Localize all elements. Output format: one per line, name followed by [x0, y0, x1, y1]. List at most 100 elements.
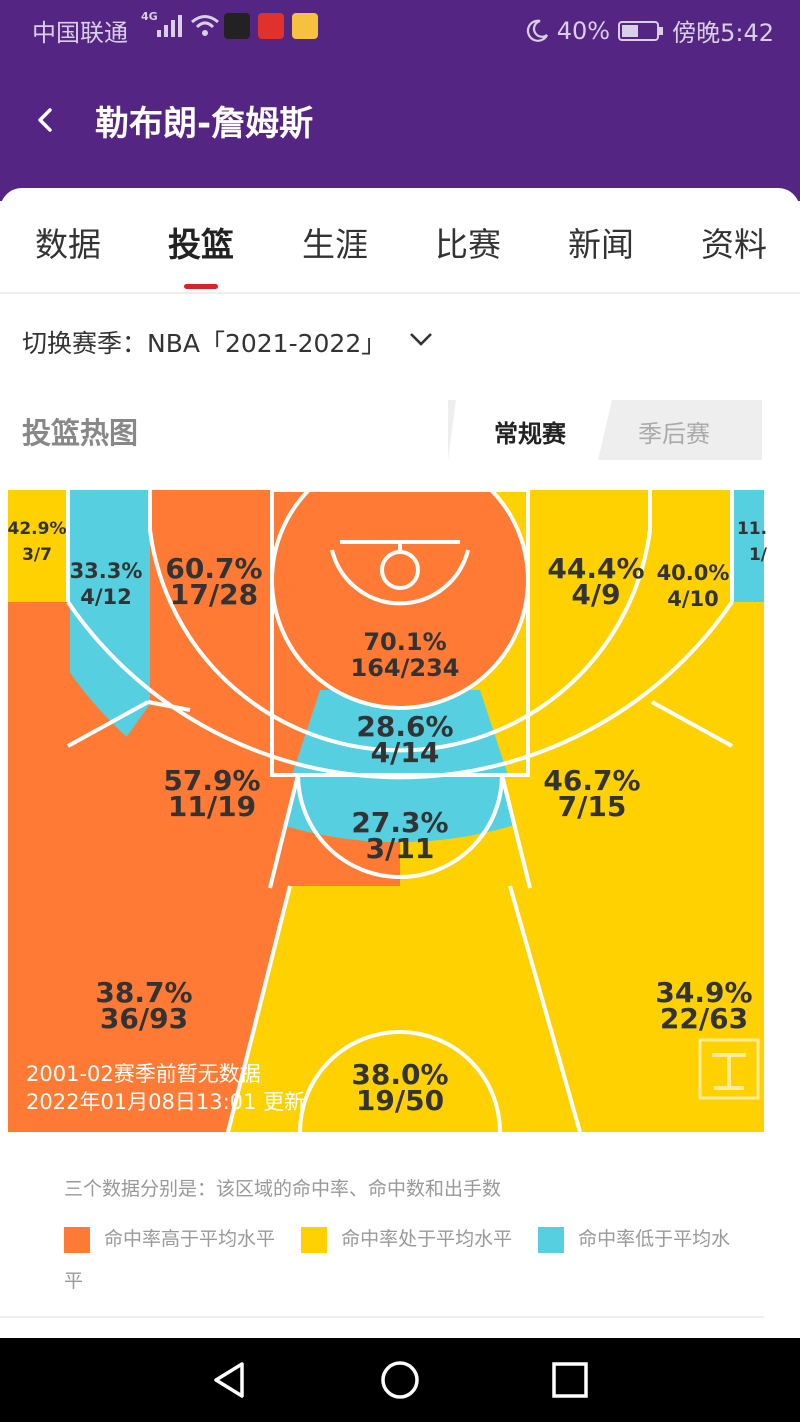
label-left-three-pct: 38.7% [95, 976, 192, 1009]
label-right-elbow-pct: 46.7% [543, 764, 640, 797]
content-sheet: 数据 投篮 生涯 比赛 新闻 资料 切换赛季：NBA「2021-2022」 投篮… [0, 188, 800, 1338]
three-point-arc [66, 600, 734, 780]
notification-app-icon-3 [292, 13, 318, 39]
note-line-1: 2001-02赛季前暂无数据 [26, 1062, 261, 1086]
chevron-down-icon[interactable] [408, 330, 434, 348]
legend-item-above: 命中率高于平均水平 [64, 1226, 276, 1253]
tab-profile[interactable]: 资料 [701, 225, 767, 264]
tab-shooting[interactable]: 投篮 [168, 225, 234, 264]
label-left-wing-pct: 33.3% [70, 559, 143, 583]
battery-icon [618, 20, 664, 41]
label-left-corner-pct: 42.9% [8, 519, 67, 539]
divider [0, 1316, 764, 1318]
legend-label-average: 命中率处于平均水平 [341, 1228, 513, 1250]
label-restricted-att: 164/234 [351, 654, 460, 682]
label-left-corner-att: 3/7 [22, 545, 52, 565]
label-right-mid-top-att: 4/9 [571, 578, 620, 611]
label-right-three-att: 22/63 [660, 1002, 748, 1035]
label-right-elbow-att: 7/15 [558, 790, 627, 823]
restricted-circle [270, 490, 530, 710]
hoop-rim [380, 550, 420, 590]
nav-recents-icon[interactable] [550, 1360, 590, 1400]
label-left-wing-att: 4/12 [80, 585, 132, 609]
note-line-2: 2022年01月08日13:01 更新 [26, 1090, 306, 1114]
tab-bar: 数据 投篮 生涯 比赛 新闻 资料 [0, 188, 800, 294]
tab-news[interactable]: 新闻 [568, 225, 634, 264]
watermark-logo [698, 1038, 760, 1100]
data-note: 2001-02赛季前暂无数据 2022年01月08日13:01 更新 [26, 1060, 305, 1116]
legend-label-above: 命中率高于平均水平 [104, 1228, 276, 1250]
label-restricted-pct: 70.1% [363, 628, 446, 656]
zone-divider [147, 700, 191, 712]
label-left-mid-top-pct: 60.7% [165, 552, 262, 585]
segment-playoffs[interactable]: 季后赛 [638, 420, 710, 448]
label-top-three-pct: 38.0% [351, 1058, 448, 1091]
legend-item-average: 命中率处于平均水平 [301, 1226, 513, 1253]
carrier-label: 中国联通 [32, 19, 128, 47]
legend-swatch-below [538, 1226, 565, 1253]
season-type-toggle: 常规赛 季后赛 [448, 400, 762, 460]
label-left-elbow-att: 11/19 [168, 790, 256, 823]
zone-divider [268, 774, 300, 889]
tab-games[interactable]: 比赛 [435, 225, 501, 264]
segment-regular[interactable]: 常规赛 [494, 420, 566, 448]
legend-swatch-above [64, 1226, 90, 1253]
legend-items: 命中率高于平均水平 命中率处于平均水平 命中率低于平均水平 [64, 1218, 744, 1302]
label-top-mid-pct: 27.3% [351, 806, 448, 839]
zone-right-corner-three [734, 490, 764, 602]
zone-top-mid [260, 772, 540, 843]
legend-description: 三个数据分别是：该区域的命中率、命中数和出手数 [64, 1178, 502, 1200]
zone-divider [226, 885, 292, 1132]
top-key-arc [298, 1030, 502, 1132]
label-paint-pct: 28.6% [356, 710, 453, 743]
label-right-wing-att: 4/10 [667, 587, 719, 611]
zone-divider [500, 774, 532, 889]
free-throw-lane [270, 490, 530, 777]
season-selector[interactable]: 切换赛季：NBA「2021-2022」 [22, 329, 387, 358]
zone-restricted [272, 490, 528, 708]
label-left-mid-top-att: 17/28 [170, 578, 258, 611]
status-bar: 中国联通 4G 40% 傍晚5:42 [0, 0, 800, 56]
moon-icon [526, 19, 548, 42]
zone-paint [292, 690, 508, 775]
network-type: 4G [141, 10, 158, 23]
label-right-corner-pct: 11. [737, 519, 767, 539]
zone-left-corner-three [8, 490, 68, 602]
label-paint-att: 4/14 [371, 736, 440, 769]
notification-app-icon-2 [258, 13, 284, 39]
page-title: 勒布朗-詹姆斯 [95, 104, 314, 144]
label-top-mid-att: 3/11 [366, 832, 435, 865]
nav-back-icon[interactable] [210, 1360, 250, 1400]
app-bar: 勒布朗-詹姆斯 [0, 56, 800, 201]
shot-heatmap: 42.9% 3/7 11. 1/ 33.3% 4/12 60.7% 17/28 … [8, 490, 768, 1132]
midrange-arc [148, 490, 652, 753]
label-right-wing-pct: 40.0% [657, 561, 730, 585]
label-right-mid-top-pct: 44.4% [547, 552, 644, 585]
notification-app-icon-1 [224, 13, 250, 39]
battery-percent: 40% [556, 16, 611, 45]
segment-active-bg [448, 400, 612, 460]
system-nav-bar [0, 1338, 800, 1422]
tab-stats[interactable]: 数据 [35, 225, 101, 264]
wifi-icon [191, 15, 219, 36]
legend-item-below: 命中率低于平均水平 [64, 1226, 731, 1292]
free-throw-circle [296, 774, 504, 879]
legend-swatch-average [301, 1226, 328, 1253]
zone-divider [651, 700, 733, 748]
label-left-elbow-pct: 57.9% [163, 764, 260, 797]
restricted-area-arc [330, 549, 470, 606]
zone-divider [508, 885, 582, 1132]
label-top-three-att: 19/50 [356, 1084, 444, 1117]
tab-career[interactable]: 生涯 [302, 225, 368, 264]
label-right-three-pct: 34.9% [655, 976, 752, 1009]
zone-top-three [228, 886, 580, 1132]
legend-label-below: 命中率低于平均水平 [64, 1228, 731, 1292]
nav-home-icon[interactable] [380, 1360, 420, 1400]
zone-divider [67, 700, 149, 748]
label-right-corner-att: 1/ [749, 545, 768, 565]
clock: 傍晚5:42 [672, 19, 774, 47]
heatmap-title: 投篮热图 [22, 416, 139, 450]
label-left-three-att: 36/93 [100, 1002, 188, 1035]
back-arrow-icon[interactable] [30, 102, 60, 138]
signal-icon [157, 15, 182, 37]
